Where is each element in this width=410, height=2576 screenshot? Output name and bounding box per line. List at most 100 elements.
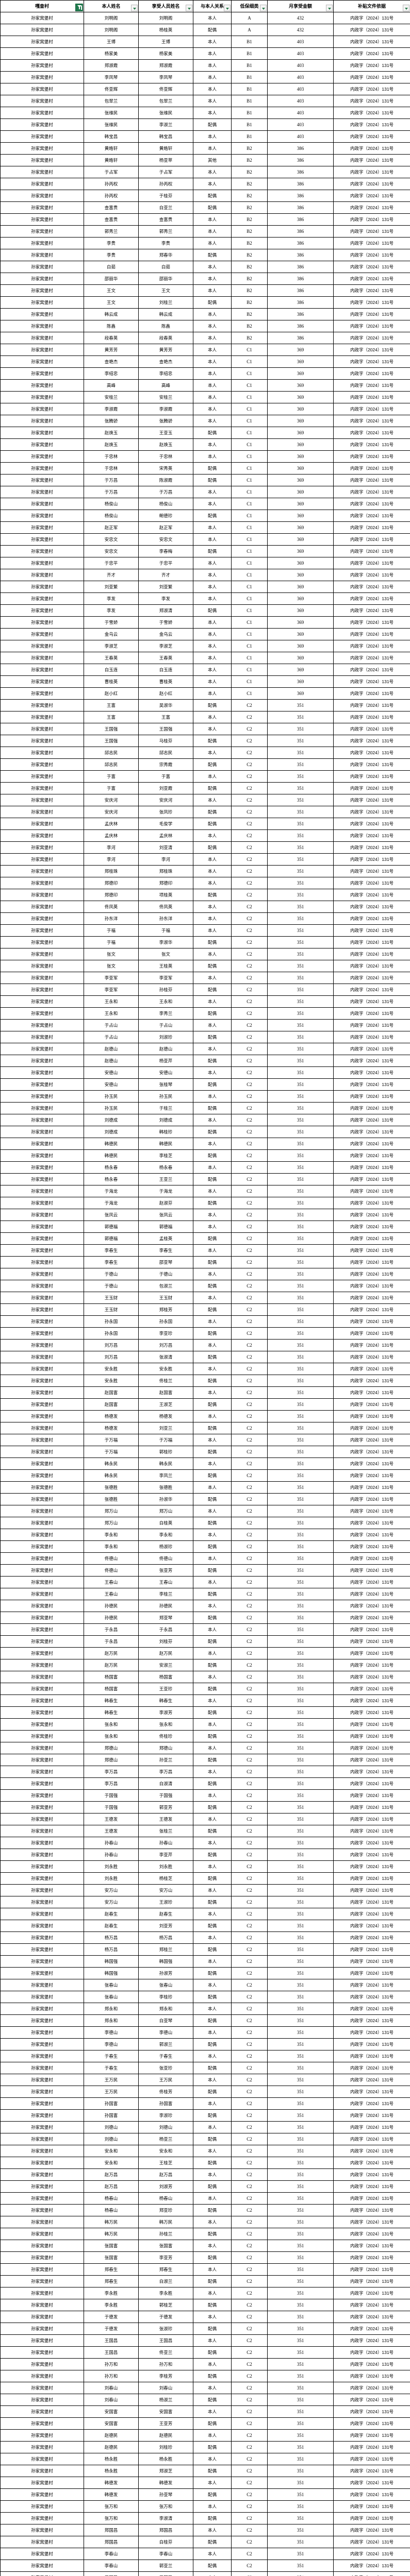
cell-village[interactable]: 孙家窝堡村: [0, 1612, 84, 1624]
cell-amount[interactable]: 351: [267, 2500, 334, 2513]
cell-beneficiary-name[interactable]: 孙桂芬: [138, 984, 193, 996]
cell-self-name[interactable]: 李德山: [84, 2026, 139, 2039]
cell-amount[interactable]: 351: [267, 723, 334, 735]
cell-beneficiary-name[interactable]: 孙春山: [138, 1837, 193, 1849]
cell-category[interactable]: C2: [231, 984, 268, 996]
cell-village[interactable]: 孙家窝堡村: [0, 1375, 84, 1387]
cell-self-name[interactable]: 张德胜: [84, 1481, 139, 1494]
cell-relation[interactable]: 配偶: [193, 984, 232, 996]
table-row[interactable]: 孙家窝堡村 赵国富 赵国富 本人 C2 351 内政字（2024）131号: [0, 1386, 410, 1399]
cell-document[interactable]: 内政字（2024）131号: [333, 2003, 410, 2015]
cell-self-name[interactable]: 李德山: [84, 2038, 139, 2050]
cell-self-name[interactable]: 于占山: [84, 1031, 139, 1043]
cell-document[interactable]: 内政字（2024）131号: [333, 2512, 410, 2524]
table-row[interactable]: 孙家窝堡村 杨永胜 郑淑芝 配偶 C2 351 内政字（2024）131号: [0, 2465, 410, 2477]
cell-relation[interactable]: 本人: [193, 2334, 232, 2347]
cell-category[interactable]: B2: [231, 142, 268, 155]
cell-village[interactable]: 孙家窝堡村: [0, 889, 84, 901]
cell-self-name[interactable]: 于福: [84, 936, 139, 948]
cell-relation[interactable]: 本人: [193, 687, 232, 700]
cell-beneficiary-name[interactable]: 张德胜: [138, 1481, 193, 1494]
cell-category[interactable]: C2: [231, 1943, 268, 1956]
cell-village[interactable]: 孙家窝堡村: [0, 664, 84, 676]
cell-beneficiary-name[interactable]: 杨家美: [138, 47, 193, 60]
cell-category[interactable]: C2: [231, 2299, 268, 2311]
cell-document[interactable]: 内政字（2024）131号: [333, 2109, 410, 2122]
cell-beneficiary-name[interactable]: 白淑清: [138, 1777, 193, 1790]
table-row[interactable]: 孙家窝堡村 佟亚辉 佟亚辉 本人 B1 403 内政字（2024）131号: [0, 83, 410, 95]
cell-document[interactable]: 内政字（2024）131号: [333, 2204, 410, 2216]
cell-amount[interactable]: 351: [267, 1860, 334, 1873]
table-row[interactable]: 孙家窝堡村 张德胜 张德胜 本人 C2 351 内政字（2024）131号: [0, 1481, 410, 1494]
cell-self-name[interactable]: 杨万昌: [84, 1931, 139, 1944]
cell-village[interactable]: 孙家窝堡村: [0, 1268, 84, 1280]
cell-amount[interactable]: 351: [267, 699, 334, 711]
cell-relation[interactable]: 本人: [193, 1694, 232, 1707]
cell-relation[interactable]: 配偶: [193, 1303, 232, 1316]
cell-village[interactable]: 孙家窝堡村: [0, 2026, 84, 2039]
cell-beneficiary-name[interactable]: 张万和: [138, 2500, 193, 2513]
cell-relation[interactable]: 本人: [193, 770, 232, 783]
cell-self-name[interactable]: 孙春山: [84, 1837, 139, 1849]
cell-self-name[interactable]: 郭德福: [84, 1221, 139, 1233]
cell-document[interactable]: 内政字（2024）131号: [333, 806, 410, 818]
cell-document[interactable]: 内政字（2024）131号: [333, 1979, 410, 1991]
cell-village[interactable]: 孙家窝堡村: [0, 557, 84, 569]
cell-amount[interactable]: 386: [267, 237, 334, 249]
cell-beneficiary-name[interactable]: 于海龙: [138, 1185, 193, 1197]
cell-category[interactable]: C2: [231, 1837, 268, 1849]
cell-self-name[interactable]: 张国富: [84, 2240, 139, 2252]
cell-self-name[interactable]: 刘永胜: [84, 1860, 139, 1873]
table-row[interactable]: 孙家窝堡村 于国强 于国强 本人 C2 351 内政字（2024）131号: [0, 1789, 410, 1802]
cell-self-name[interactable]: 刘春山: [84, 2382, 139, 2394]
cell-category[interactable]: A: [231, 24, 268, 36]
cell-relation[interactable]: 本人: [193, 1221, 232, 1233]
cell-document[interactable]: 内政字（2024）131号: [333, 901, 410, 913]
cell-relation[interactable]: 本人: [193, 675, 232, 688]
table-row[interactable]: 孙家窝堡村 李万昌 李万昌 本人 C2 351 内政字（2024）131号: [0, 1766, 410, 1778]
cell-amount[interactable]: 351: [267, 1268, 334, 1280]
cell-relation[interactable]: 本人: [193, 308, 232, 320]
cell-document[interactable]: 内政字（2024）131号: [333, 829, 410, 842]
cell-relation[interactable]: 配偶: [193, 2441, 232, 2453]
cell-village[interactable]: 孙家窝堡村: [0, 403, 84, 415]
cell-self-name[interactable]: 韩德民: [84, 1149, 139, 1162]
cell-beneficiary-name[interactable]: 李凤琴: [138, 71, 193, 83]
cell-amount[interactable]: 351: [267, 2560, 334, 2572]
cell-beneficiary-name[interactable]: 李万昌: [138, 1766, 193, 1778]
cell-document[interactable]: 内政字（2024）131号: [333, 1588, 410, 1600]
cell-village[interactable]: 孙家窝堡村: [0, 2311, 84, 2323]
table-row[interactable]: 孙家窝堡村 刘德山 刘德山 本人 C2 351 内政字（2024）131号: [0, 2121, 410, 2133]
cell-category[interactable]: C2: [231, 2441, 268, 2453]
table-row[interactable]: 孙家窝堡村 安桂兰 安桂兰 本人 C1 369 内政字（2024）131号: [0, 391, 410, 403]
cell-self-name[interactable]: 刘万昌: [84, 1351, 139, 1363]
cell-self-name[interactable]: 赵万民: [84, 1659, 139, 1671]
cell-relation[interactable]: 本人: [193, 1161, 232, 1174]
cell-village[interactable]: 孙家窝堡村: [0, 1315, 84, 1328]
cell-relation[interactable]: 配偶: [193, 1493, 232, 1505]
cell-beneficiary-name[interactable]: 安淑兰: [138, 1659, 193, 1671]
cell-document[interactable]: 内政字（2024）131号: [333, 818, 410, 830]
cell-amount[interactable]: 351: [267, 1872, 334, 1885]
cell-beneficiary-name[interactable]: 孙淑华: [138, 1493, 193, 1505]
cell-document[interactable]: 内政字（2024）131号: [333, 1647, 410, 1659]
cell-category[interactable]: C2: [231, 1114, 268, 1126]
cell-self-name[interactable]: 于雪娇: [84, 616, 139, 629]
cell-category[interactable]: C2: [231, 1339, 268, 1351]
cell-beneficiary-name[interactable]: 于雪娇: [138, 616, 193, 629]
cell-category[interactable]: C1: [231, 533, 268, 546]
cell-self-name[interactable]: 李贵: [84, 249, 139, 261]
cell-village[interactable]: 孙家窝堡村: [0, 118, 84, 131]
cell-village[interactable]: 孙家窝堡村: [0, 2275, 84, 2287]
cell-self-name[interactable]: 孙永国: [84, 1327, 139, 1340]
cell-self-name[interactable]: 赵焕玉: [84, 438, 139, 451]
cell-amount[interactable]: 351: [267, 1908, 334, 1920]
table-row[interactable]: 孙家窝堡村 于福 于福 本人 C2 351 内政字（2024）131号: [0, 924, 410, 937]
cell-amount[interactable]: 386: [267, 308, 334, 320]
cell-category[interactable]: C2: [231, 2003, 268, 2015]
cell-self-name[interactable]: 安桂兰: [84, 391, 139, 403]
cell-category[interactable]: C2: [231, 1386, 268, 1399]
cell-self-name[interactable]: 王富: [84, 699, 139, 711]
cell-relation[interactable]: 配偶: [193, 1872, 232, 1885]
cell-category[interactable]: C2: [231, 1209, 268, 1221]
